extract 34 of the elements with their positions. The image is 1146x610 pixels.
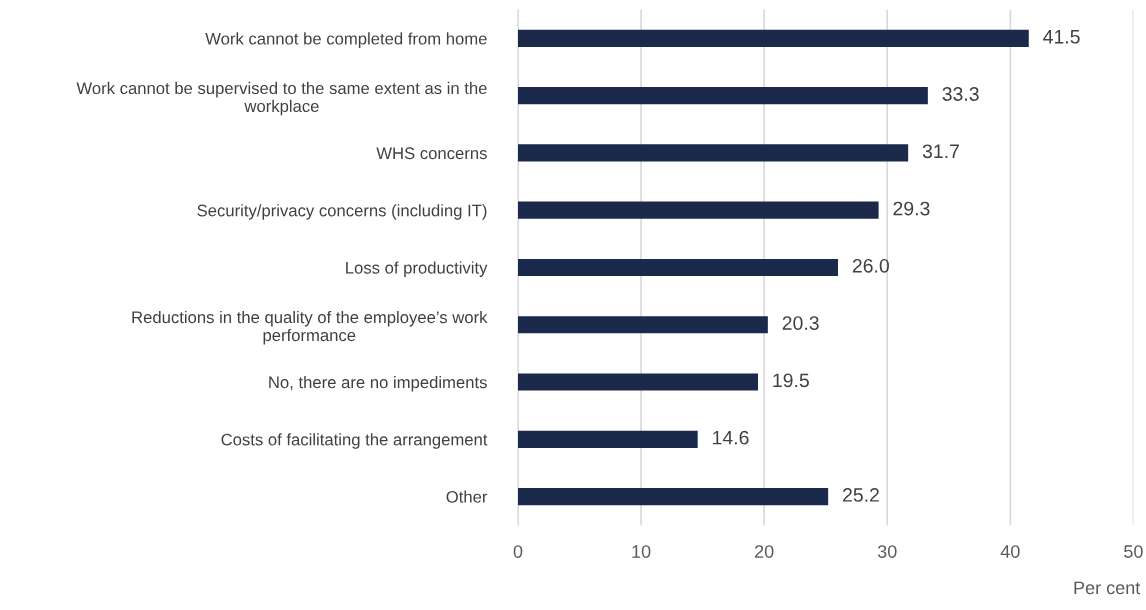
bar (517, 487, 829, 506)
data-label: 29.3 (893, 201, 930, 216)
x-tick-label: 40 (1000, 545, 1020, 558)
data-label: 33.3 (942, 87, 979, 101)
data-label: 31.7 (922, 144, 959, 159)
x-tick-label: 30 (877, 545, 897, 558)
data-label: 41.5 (1043, 30, 1080, 44)
y-tick-label: Work cannot be completed from home (205, 32, 487, 48)
data-label: 14.6 (713, 430, 749, 445)
bar (517, 144, 909, 162)
y-tick-label: No, there are no impediments (269, 375, 487, 392)
bar (517, 87, 928, 105)
x-tick-label: 10 (632, 545, 651, 558)
x-tick-label: 0 (513, 545, 523, 558)
bar (517, 258, 838, 277)
y-tick-label: Work cannot be supervised to the same extent as in the workplace (76, 81, 487, 116)
y-tick-label: Reductions in the quality of the employee’s work performance (132, 310, 488, 345)
bar (517, 430, 698, 448)
x-tick-label: 20 (755, 545, 774, 558)
bar (517, 29, 1029, 47)
y-tick-label: Other (446, 490, 488, 503)
bar (517, 316, 768, 334)
x-tick-label: 50 (1124, 545, 1143, 558)
data-label: 19.5 (773, 373, 809, 388)
y-tick-label: WHS concerns (376, 147, 487, 160)
x-axis-title: Per cent (1074, 581, 1141, 595)
data-label: 25.2 (843, 488, 879, 502)
bar (517, 373, 758, 391)
y-tick-label: Loss of productivity (346, 261, 488, 277)
y-tick-label: Costs of facilitating the arrangement (221, 433, 488, 449)
bar (517, 201, 879, 219)
data-label: 26.0 (852, 258, 889, 273)
data-label: 20.3 (782, 316, 819, 330)
y-tick-label: Security/privacy concerns (including IT) (197, 204, 487, 220)
